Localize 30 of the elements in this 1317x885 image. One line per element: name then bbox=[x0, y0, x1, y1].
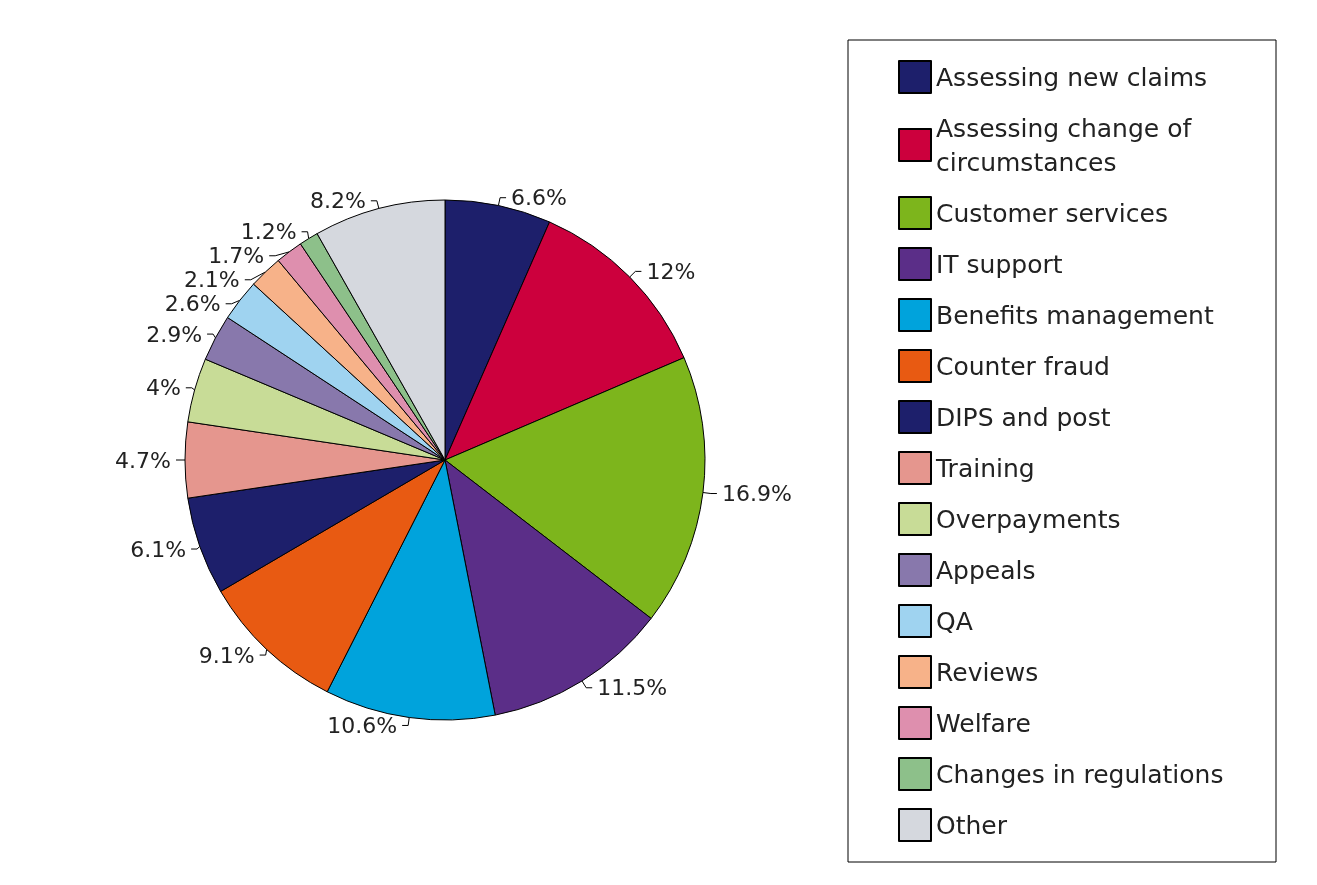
data-label: 16.9% bbox=[721, 481, 792, 507]
legend-label: Customer services bbox=[936, 198, 1168, 228]
data-label: 6.6% bbox=[511, 185, 567, 211]
data-label: 4.7% bbox=[115, 447, 171, 473]
legend-label: Changes in regulations bbox=[936, 759, 1224, 789]
legend-label: QA bbox=[936, 606, 973, 636]
legend-label: Other bbox=[936, 810, 1008, 840]
legend-label: Benefits management bbox=[936, 300, 1214, 330]
legend-label: DIPS and post bbox=[936, 402, 1111, 432]
legend-label: Counter fraud bbox=[936, 351, 1110, 381]
legend-label: Assessing new claims bbox=[936, 62, 1208, 92]
data-label: 1.2% bbox=[240, 219, 297, 245]
data-label: 4% bbox=[145, 375, 181, 401]
data-label: 10.6% bbox=[327, 712, 398, 738]
legend-label: IT support bbox=[936, 249, 1063, 279]
data-label: 2.1% bbox=[183, 267, 240, 293]
legend-label: Training bbox=[935, 453, 1035, 483]
legend-label: Appeals bbox=[936, 555, 1036, 585]
data-label: 2.6% bbox=[164, 291, 221, 317]
data-label: 6.1% bbox=[130, 536, 187, 562]
data-label: 11.5% bbox=[597, 675, 668, 701]
data-label: 2.9% bbox=[146, 321, 203, 347]
legend-label: Overpayments bbox=[936, 504, 1121, 534]
data-label: 9.1% bbox=[198, 642, 255, 668]
data-label: 1.7% bbox=[208, 243, 265, 269]
legend-label: Assessing change of circumstances bbox=[936, 113, 1200, 177]
legend-label: Welfare bbox=[936, 708, 1031, 738]
data-label: 8.2% bbox=[309, 188, 366, 214]
legend-label: Reviews bbox=[936, 657, 1039, 687]
data-label: 12% bbox=[646, 258, 696, 284]
